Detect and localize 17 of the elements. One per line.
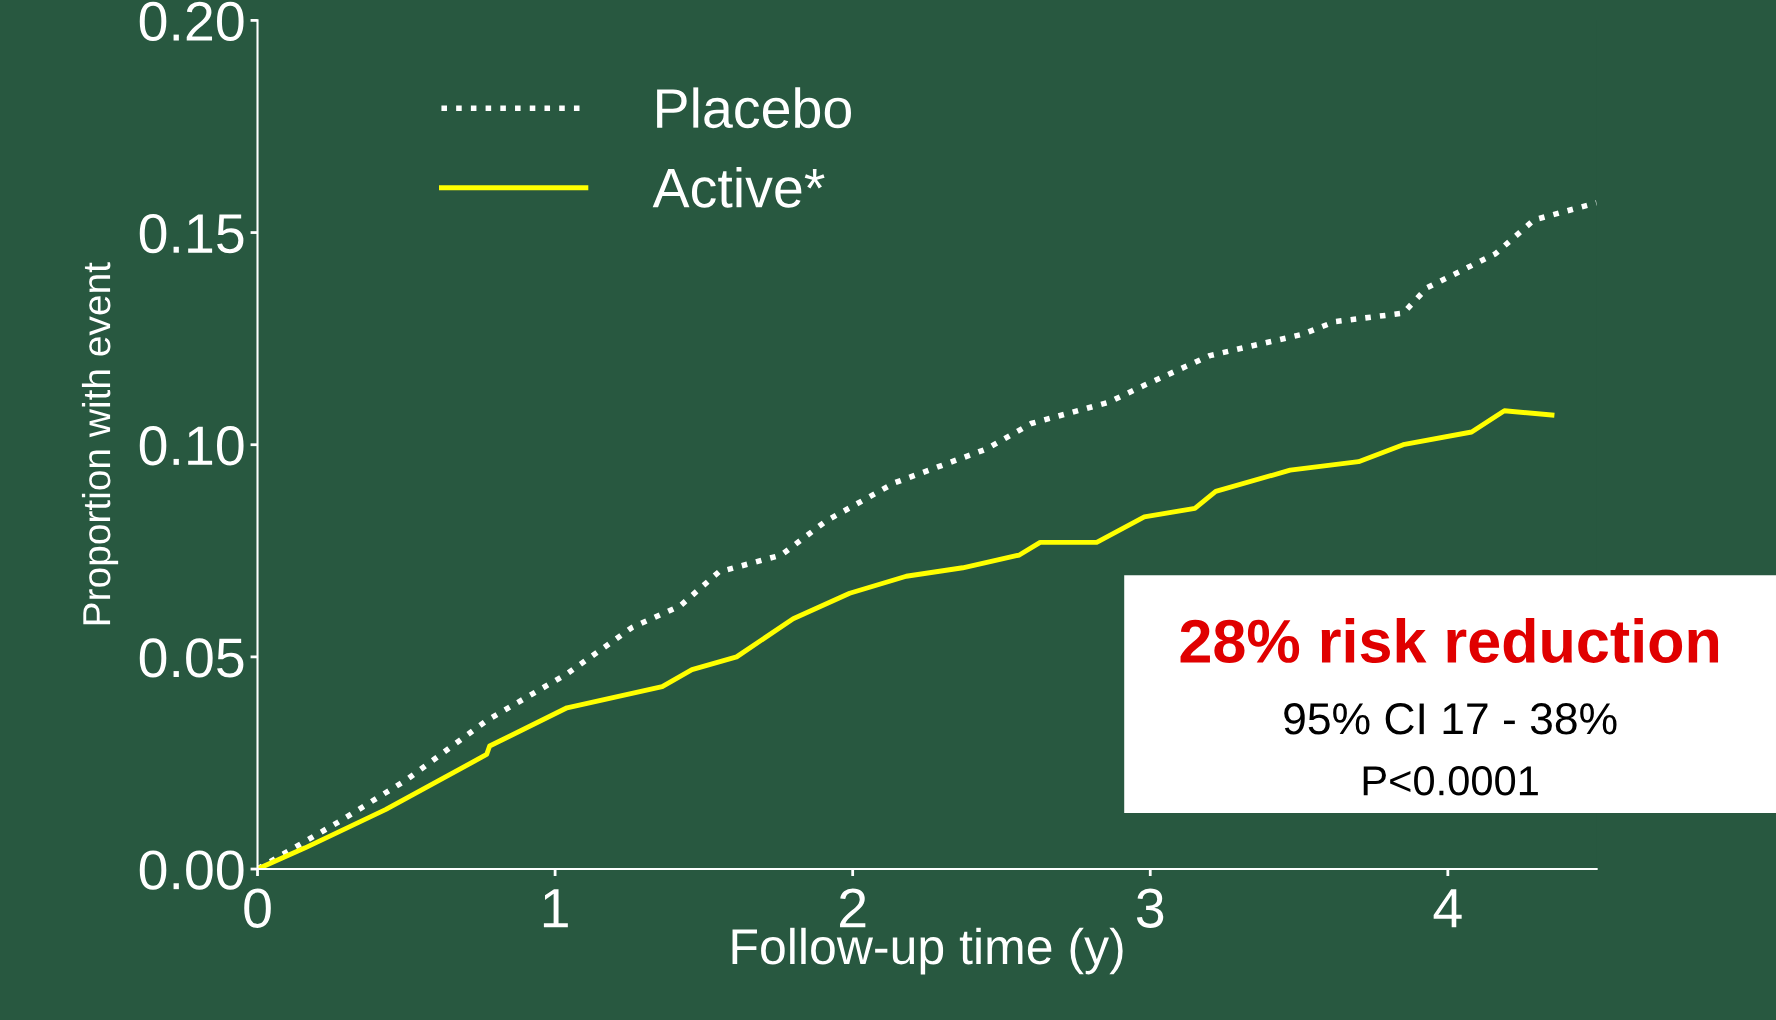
- y-tick-label: 0.00: [139, 850, 244, 890]
- x-axis-title: Follow-up time (y): [732, 927, 1123, 975]
- legend-label: Placebo: [657, 87, 851, 129]
- y-tick-label: 0.05: [139, 638, 244, 678]
- x-tick-label: 1: [543, 889, 568, 928]
- y-tick-label: 0.15: [139, 213, 244, 254]
- x-tick-label: 2: [840, 888, 866, 928]
- x-tick-label: 0: [244, 888, 271, 928]
- y-axis-title: Proportion with event: [81, 262, 119, 625]
- annotation: 95% CI 17 - 38%: [1284, 703, 1617, 735]
- x-tick-label: 3: [1136, 888, 1164, 928]
- annotation: 28% risk reduction: [1180, 618, 1719, 663]
- x-tick-label: 4: [1433, 889, 1462, 928]
- y-tick-label: 0.20: [139, 1, 244, 42]
- y-tick-label: 0.10: [139, 426, 244, 466]
- annotation: P<0.0001: [1363, 766, 1538, 796]
- legend-label: Active*: [652, 166, 825, 208]
